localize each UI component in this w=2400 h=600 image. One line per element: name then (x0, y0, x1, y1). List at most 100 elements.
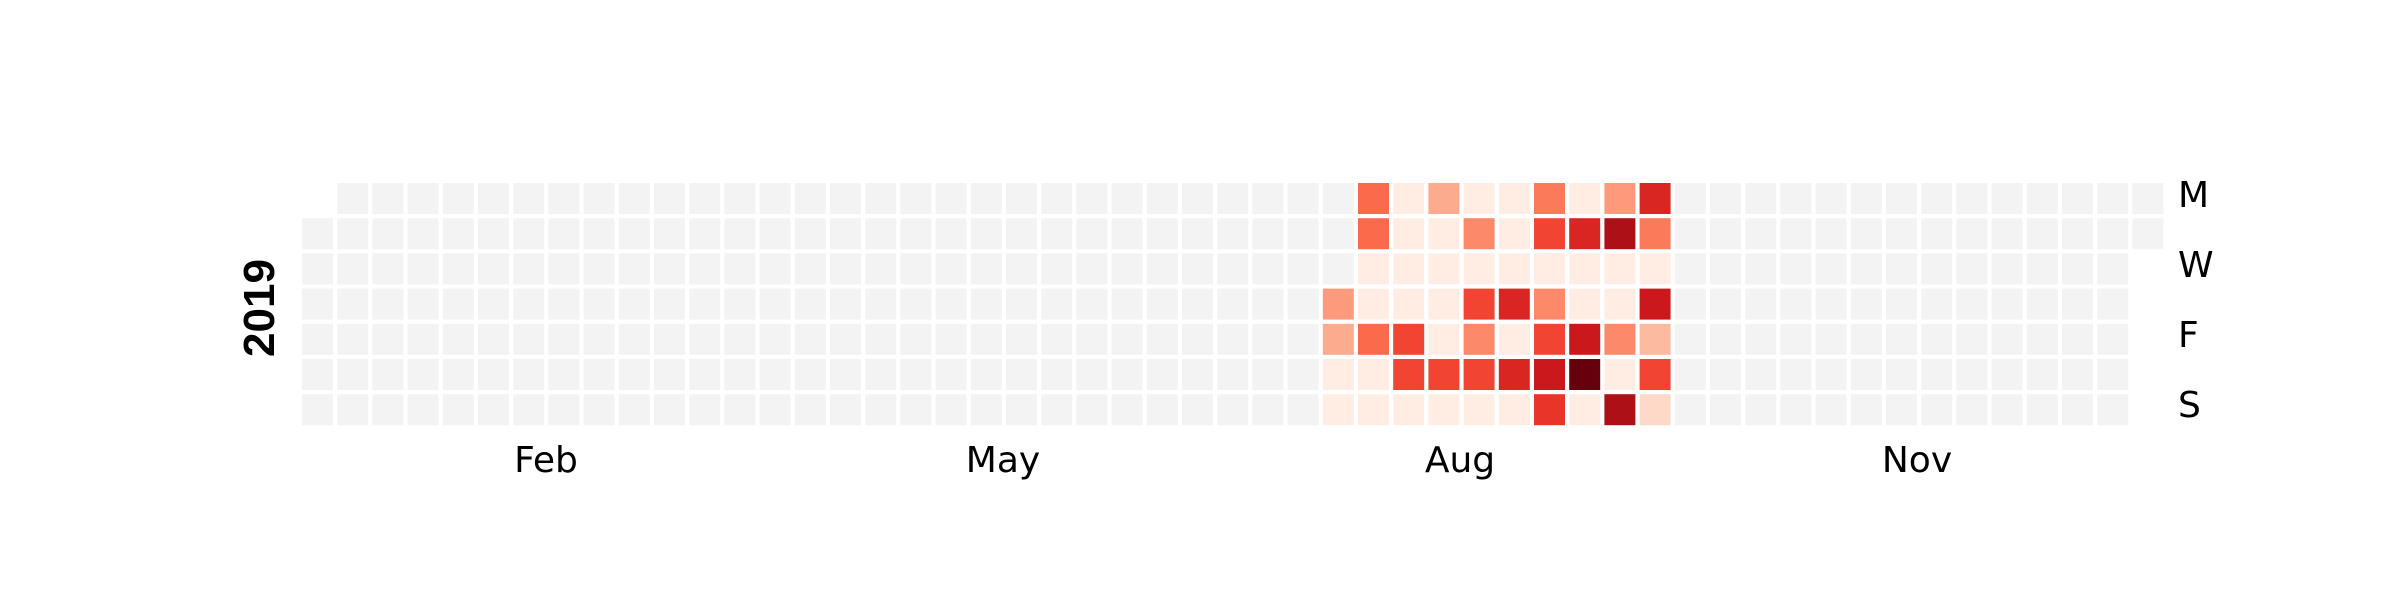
heatmap-cell (1815, 288, 1847, 320)
heatmap-cell (513, 394, 545, 426)
heatmap-cell (2097, 253, 2129, 285)
heatmap-cell (407, 394, 439, 426)
heatmap-cell (1956, 183, 1988, 214)
heatmap-cell (1076, 183, 1108, 214)
heatmap-cell (478, 183, 509, 214)
heatmap-cell (1745, 394, 1777, 426)
heatmap-cell (724, 183, 756, 214)
heatmap-cell (724, 218, 756, 250)
heatmap-cell (1287, 288, 1319, 320)
heatmap-cell (830, 394, 861, 426)
heatmap-cell (1921, 218, 1953, 250)
heatmap-cell (548, 218, 580, 250)
heatmap-cell (1710, 359, 1741, 390)
heatmap-cell (1780, 218, 1812, 250)
heatmap-cell (1815, 218, 1847, 250)
heatmap-cell (1815, 183, 1847, 214)
heatmap-cell (1428, 218, 1460, 250)
heatmap-cell (1745, 253, 1777, 285)
heatmap-cell (1534, 288, 1565, 320)
heatmap-cell (548, 253, 580, 285)
heatmap-cell (372, 288, 404, 320)
heatmap-cell (900, 183, 932, 214)
heatmap-cell (1710, 183, 1741, 214)
heatmap-cell (407, 288, 439, 320)
heatmap-cell (759, 253, 791, 285)
heatmap-cell (1569, 183, 1601, 214)
heatmap-cell (1252, 359, 1284, 390)
heatmap-cell (2097, 288, 2129, 320)
heatmap-cell (618, 323, 650, 355)
heatmap-cell (1006, 253, 1037, 285)
heatmap-cell (1252, 218, 1284, 250)
heatmap-cell (1674, 359, 1706, 390)
heatmap-cell (407, 253, 439, 285)
heatmap-cell (1393, 183, 1425, 214)
heatmap-cell (337, 218, 369, 250)
heatmap-cell (1604, 218, 1636, 250)
heatmap-cell (583, 218, 615, 250)
heatmap-cell (970, 183, 1002, 214)
heatmap-cell (1534, 218, 1565, 250)
heatmap-cell (654, 359, 685, 390)
heatmap-cell (372, 253, 404, 285)
heatmap-cell (1182, 394, 1213, 426)
heatmap-cell (1991, 288, 2023, 320)
heatmap-cell (900, 218, 932, 250)
heatmap-cell (1463, 359, 1495, 390)
heatmap-cell (1393, 323, 1425, 355)
heatmap-cell (2026, 323, 2058, 355)
heatmap-cell (1921, 288, 1953, 320)
heatmap-cell (1322, 183, 1354, 214)
heatmap-cell (2026, 218, 2058, 250)
heatmap-cell (654, 218, 685, 250)
heatmap-cell (1604, 394, 1636, 426)
heatmap-cell (1041, 218, 1073, 250)
heatmap-cell (1569, 359, 1601, 390)
heatmap-cell (1358, 359, 1389, 390)
heatmap-cell (724, 288, 756, 320)
heatmap-cell (1674, 183, 1706, 214)
heatmap-cell (2062, 394, 2093, 426)
heatmap-cell (759, 394, 791, 426)
heatmap-cell (865, 323, 897, 355)
heatmap-cell (1639, 218, 1671, 250)
heatmap-cell (1569, 218, 1601, 250)
heatmap-cell (2026, 253, 2058, 285)
heatmap-cells (302, 183, 2164, 426)
heatmap-cell (900, 394, 932, 426)
heatmap-cell (302, 253, 333, 285)
heatmap-cell (1111, 323, 1143, 355)
heatmap-cell (1322, 288, 1354, 320)
heatmap-cell (1111, 288, 1143, 320)
heatmap-cell (1287, 359, 1319, 390)
heatmap-cell (1815, 323, 1847, 355)
heatmap-cell (1534, 323, 1565, 355)
year-label: 2019 (235, 259, 284, 357)
heatmap-cell (1956, 359, 1988, 390)
heatmap-cell (1041, 288, 1073, 320)
heatmap-cell (372, 183, 404, 214)
heatmap-cell (1498, 218, 1530, 250)
heatmap-cell (513, 288, 545, 320)
heatmap-cell (1146, 253, 1178, 285)
heatmap-cell (1639, 253, 1671, 285)
heatmap-cell (442, 288, 474, 320)
heatmap-cell (302, 359, 333, 390)
heatmap-cell (1146, 183, 1178, 214)
heatmap-cell (1006, 218, 1037, 250)
heatmap-cell (1674, 323, 1706, 355)
heatmap-cell (1322, 394, 1354, 426)
heatmap-cell (1217, 253, 1249, 285)
heatmap-cell (689, 218, 721, 250)
heatmap-cell (865, 394, 897, 426)
heatmap-cell (970, 253, 1002, 285)
heatmap-cell (548, 394, 580, 426)
heatmap-cell (372, 323, 404, 355)
heatmap-cell (1111, 253, 1143, 285)
heatmap-cell (2026, 288, 2058, 320)
heatmap-cell (830, 323, 861, 355)
heatmap-cell (1322, 218, 1354, 250)
heatmap-cell (759, 288, 791, 320)
month-label-aug: Aug (1425, 440, 1495, 481)
